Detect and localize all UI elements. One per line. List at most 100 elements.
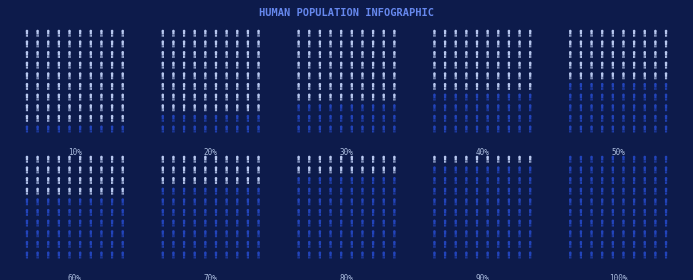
- FancyBboxPatch shape: [173, 130, 175, 132]
- FancyBboxPatch shape: [58, 203, 59, 205]
- Circle shape: [393, 241, 396, 243]
- FancyBboxPatch shape: [161, 63, 164, 66]
- Circle shape: [611, 220, 614, 222]
- FancyBboxPatch shape: [581, 77, 582, 79]
- FancyBboxPatch shape: [666, 88, 667, 90]
- FancyBboxPatch shape: [248, 67, 249, 69]
- FancyBboxPatch shape: [580, 95, 582, 98]
- FancyBboxPatch shape: [58, 88, 59, 90]
- FancyBboxPatch shape: [581, 130, 582, 132]
- FancyBboxPatch shape: [633, 63, 635, 66]
- Circle shape: [26, 188, 28, 190]
- Circle shape: [633, 251, 635, 254]
- FancyBboxPatch shape: [445, 203, 446, 205]
- FancyBboxPatch shape: [58, 116, 60, 120]
- FancyBboxPatch shape: [456, 45, 457, 47]
- FancyBboxPatch shape: [248, 235, 249, 237]
- FancyBboxPatch shape: [69, 63, 71, 66]
- Circle shape: [58, 230, 60, 233]
- FancyBboxPatch shape: [622, 193, 624, 195]
- FancyBboxPatch shape: [476, 42, 478, 45]
- FancyBboxPatch shape: [530, 120, 532, 122]
- FancyBboxPatch shape: [79, 203, 80, 205]
- FancyBboxPatch shape: [340, 168, 342, 171]
- FancyBboxPatch shape: [666, 120, 667, 122]
- FancyBboxPatch shape: [569, 203, 570, 205]
- FancyBboxPatch shape: [384, 56, 385, 58]
- FancyBboxPatch shape: [173, 256, 175, 258]
- FancyBboxPatch shape: [569, 42, 572, 45]
- FancyBboxPatch shape: [612, 211, 614, 214]
- FancyBboxPatch shape: [308, 45, 309, 47]
- Circle shape: [444, 209, 446, 211]
- FancyBboxPatch shape: [645, 45, 646, 47]
- FancyBboxPatch shape: [518, 179, 520, 182]
- FancyBboxPatch shape: [173, 157, 175, 160]
- FancyBboxPatch shape: [633, 200, 635, 203]
- FancyBboxPatch shape: [352, 256, 353, 258]
- Circle shape: [529, 251, 532, 254]
- FancyBboxPatch shape: [383, 95, 385, 98]
- Circle shape: [518, 62, 521, 64]
- FancyBboxPatch shape: [569, 74, 572, 77]
- Circle shape: [361, 156, 364, 158]
- Circle shape: [361, 51, 364, 53]
- FancyBboxPatch shape: [297, 189, 300, 192]
- Circle shape: [383, 51, 385, 53]
- FancyBboxPatch shape: [309, 203, 310, 205]
- FancyBboxPatch shape: [111, 203, 112, 205]
- FancyBboxPatch shape: [89, 200, 92, 203]
- FancyBboxPatch shape: [89, 77, 91, 79]
- Circle shape: [518, 51, 521, 53]
- FancyBboxPatch shape: [476, 88, 477, 90]
- Circle shape: [236, 94, 238, 96]
- FancyBboxPatch shape: [184, 256, 185, 258]
- FancyBboxPatch shape: [508, 168, 510, 171]
- FancyBboxPatch shape: [633, 235, 634, 237]
- Circle shape: [121, 51, 124, 53]
- Circle shape: [183, 230, 185, 233]
- FancyBboxPatch shape: [384, 77, 385, 79]
- FancyBboxPatch shape: [80, 225, 81, 227]
- FancyBboxPatch shape: [183, 116, 185, 120]
- FancyBboxPatch shape: [100, 67, 101, 69]
- FancyBboxPatch shape: [247, 246, 248, 248]
- FancyBboxPatch shape: [91, 67, 92, 69]
- FancyBboxPatch shape: [622, 214, 624, 216]
- FancyBboxPatch shape: [665, 246, 666, 248]
- FancyBboxPatch shape: [26, 211, 28, 214]
- FancyBboxPatch shape: [247, 109, 248, 111]
- Circle shape: [257, 166, 260, 169]
- FancyBboxPatch shape: [319, 31, 321, 34]
- Circle shape: [611, 83, 614, 85]
- FancyBboxPatch shape: [247, 168, 249, 171]
- FancyBboxPatch shape: [486, 214, 488, 216]
- FancyBboxPatch shape: [351, 120, 352, 122]
- Circle shape: [58, 166, 60, 169]
- FancyBboxPatch shape: [111, 74, 113, 77]
- FancyBboxPatch shape: [529, 203, 530, 205]
- FancyBboxPatch shape: [361, 106, 364, 109]
- FancyBboxPatch shape: [352, 161, 353, 163]
- FancyBboxPatch shape: [59, 214, 60, 216]
- FancyBboxPatch shape: [80, 45, 81, 47]
- FancyBboxPatch shape: [644, 31, 646, 34]
- FancyBboxPatch shape: [320, 130, 321, 132]
- FancyBboxPatch shape: [102, 235, 103, 237]
- FancyBboxPatch shape: [59, 235, 60, 237]
- Circle shape: [79, 198, 82, 201]
- FancyBboxPatch shape: [58, 189, 60, 192]
- FancyBboxPatch shape: [225, 179, 228, 182]
- Circle shape: [193, 156, 196, 158]
- FancyBboxPatch shape: [91, 246, 92, 248]
- FancyBboxPatch shape: [205, 182, 207, 184]
- FancyBboxPatch shape: [384, 120, 385, 122]
- FancyBboxPatch shape: [236, 221, 238, 224]
- Circle shape: [529, 220, 532, 222]
- Circle shape: [465, 220, 468, 222]
- FancyBboxPatch shape: [622, 74, 624, 77]
- Circle shape: [433, 94, 436, 96]
- FancyBboxPatch shape: [497, 56, 498, 58]
- FancyBboxPatch shape: [216, 161, 217, 163]
- Circle shape: [215, 94, 218, 96]
